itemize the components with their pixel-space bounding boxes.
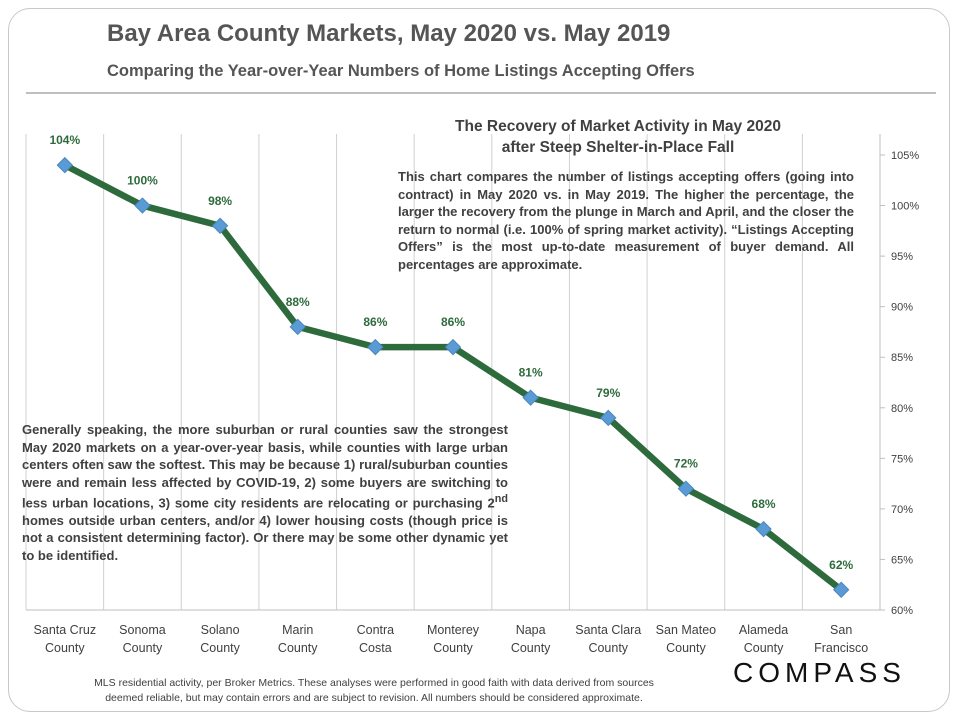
data-point-marker (367, 338, 384, 356)
data-point-marker (444, 338, 462, 356)
x-tick-label: Napa County (511, 623, 551, 655)
data-label: 86% (363, 315, 387, 329)
chart-title-line1: The Recovery of Market Activity in May 2… (455, 118, 781, 135)
data-label: 81% (519, 366, 543, 380)
y-tick-label: 75% (891, 453, 913, 465)
x-tick-label: Marin County (278, 623, 318, 655)
footnote-line1: MLS residential activity, per Broker Met… (94, 677, 654, 689)
x-tick-label: Monterey County (427, 623, 480, 655)
y-tick-label: 60% (891, 605, 913, 617)
data-label: 72% (674, 457, 698, 471)
data-label: 88% (286, 295, 310, 309)
analysis-note: Generally speaking, the more suburban or… (22, 421, 508, 564)
y-tick-label: 100% (891, 201, 919, 213)
title-divider (26, 92, 936, 94)
analysis-note-part1: Generally speaking, the more suburban or… (22, 422, 508, 511)
data-label: 104% (49, 133, 80, 147)
x-tick-label: Alameda County (739, 623, 788, 655)
y-tick-label: 65% (891, 554, 913, 566)
chart-title-line2: after Steep Shelter-in-Place Fall (501, 139, 735, 156)
data-label: 100% (127, 174, 158, 188)
y-tick-label: 105% (891, 150, 919, 162)
data-point-marker (211, 217, 229, 234)
explanation-note: This chart compares the number of listin… (398, 169, 854, 272)
data-point-marker (289, 318, 306, 336)
data-point-marker (134, 197, 151, 214)
chart-title: The Recovery of Market Activity in May 2… (398, 116, 838, 158)
data-label: 79% (596, 386, 620, 400)
chart-frame (8, 8, 950, 712)
data-point-marker (832, 581, 850, 598)
y-tick-label: 85% (891, 352, 913, 364)
x-tick-label: Sonoma County (119, 623, 166, 655)
y-tick-label: 70% (891, 504, 913, 516)
data-label: 68% (752, 497, 776, 511)
x-tick-label: San Francisco (814, 623, 868, 655)
analysis-note-superscript: nd (494, 493, 508, 505)
x-tick-label: Solano County (200, 623, 240, 655)
page-subtitle: Comparing the Year-over-Year Numbers of … (107, 62, 695, 80)
y-tick-label: 80% (891, 403, 913, 415)
y-tick-label: 90% (891, 302, 913, 314)
source-footnote: MLS residential activity, per Broker Met… (74, 676, 674, 706)
y-tick-label: 95% (891, 251, 913, 263)
data-label: 86% (441, 315, 465, 329)
x-tick-label: Santa Cruz County (34, 623, 97, 655)
page-title: Bay Area County Markets, May 2020 vs. Ma… (107, 20, 671, 47)
data-point-marker (755, 520, 772, 538)
x-tick-label: Contra Costa (357, 623, 395, 655)
data-label: 98% (208, 194, 232, 208)
data-point-marker (677, 480, 695, 497)
data-label: 62% (829, 558, 853, 572)
x-tick-label: Santa Clara County (575, 623, 641, 655)
data-point-marker (600, 409, 617, 427)
analysis-note-part2: homes outside urban centers, and/or 4) l… (22, 512, 508, 563)
data-point-marker (522, 389, 539, 406)
footnote-line2: deemed reliable, but may contain errors … (105, 692, 643, 704)
x-tick-label: San Mateo County (656, 623, 717, 655)
data-point-marker (56, 156, 74, 174)
compass-logo: COMPASS (733, 657, 906, 688)
